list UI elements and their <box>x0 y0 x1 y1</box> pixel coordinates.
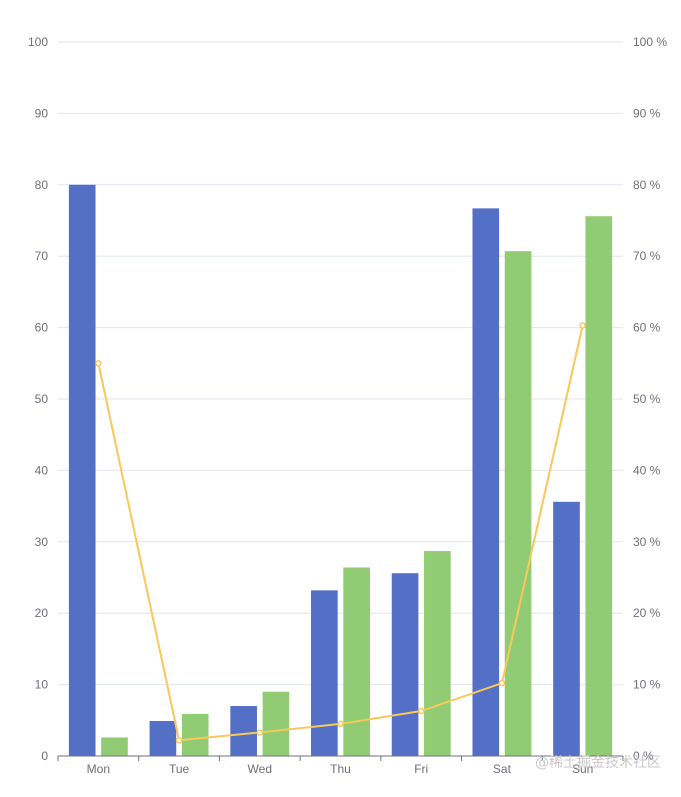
y-left-tick-label: 70 <box>35 249 49 263</box>
bar <box>230 706 257 756</box>
y-right-tick-label: 90 % <box>633 106 661 120</box>
bar <box>68 184 96 757</box>
line-point <box>579 322 586 329</box>
y-right-tick-label: 70 % <box>633 249 661 263</box>
line-point <box>175 737 183 744</box>
x-tick-label: Sat <box>493 762 512 776</box>
y-left-tick-label: 90 <box>35 106 49 120</box>
y-right-tick-label: 30 % <box>633 535 661 549</box>
line-point <box>95 360 102 367</box>
watermark: @稀土掘金技术社区 <box>535 755 661 771</box>
grid-lines <box>58 41 623 686</box>
line-point <box>256 729 264 736</box>
y-right-tick-label: 50 % <box>633 392 661 406</box>
y-right-tick-label: 60 % <box>633 321 661 335</box>
y-right-tick-label: 100 % <box>633 35 667 49</box>
x-tick-label: Fri <box>414 762 428 776</box>
x-tick-label: Mon <box>87 762 110 776</box>
bar <box>504 251 532 756</box>
bar <box>343 567 370 756</box>
y-left-tick-label: 80 <box>35 178 49 192</box>
x-tick-label: Thu <box>330 762 351 776</box>
y-right-tick-label: 10 % <box>633 678 661 692</box>
bar <box>391 573 419 756</box>
x-tick-label: Wed <box>248 762 272 776</box>
bar <box>262 691 290 756</box>
y-left-tick-label: 60 <box>35 321 49 335</box>
line-point <box>417 707 425 715</box>
y-left-tick-label: 20 <box>35 606 49 620</box>
bar <box>181 713 209 756</box>
y-right-tick-label: 0 % <box>633 749 654 763</box>
line-series <box>95 322 586 744</box>
bar <box>472 208 500 756</box>
bar <box>553 501 580 756</box>
bar-series <box>68 184 613 757</box>
y-left-tick-label: 50 <box>35 392 49 406</box>
axes: 0 0 % 10 10 % 20 20 % 30 30 % 40 40 % 50 50 % 60 60 %… <box>28 35 667 776</box>
y-left-tick-label: 0 <box>41 749 48 763</box>
bar <box>149 721 177 756</box>
x-tick-label: Tue <box>169 762 190 776</box>
y-left-tick-label: 30 <box>35 535 49 549</box>
y-left-tick-label: 10 <box>35 678 49 692</box>
x-tick-label: Sun <box>572 762 593 776</box>
line-point <box>337 720 344 728</box>
y-right-tick-label: 20 % <box>633 606 661 620</box>
bar <box>424 551 451 756</box>
bar <box>585 216 613 756</box>
line-point <box>498 679 506 687</box>
y-left-tick-label: 40 <box>35 463 49 477</box>
bar <box>101 737 128 756</box>
y-right-tick-label: 80 % <box>633 178 661 192</box>
y-right-tick-label: 40 % <box>633 463 661 477</box>
bar <box>311 590 338 756</box>
y-left-tick-label: 100 <box>28 35 48 49</box>
